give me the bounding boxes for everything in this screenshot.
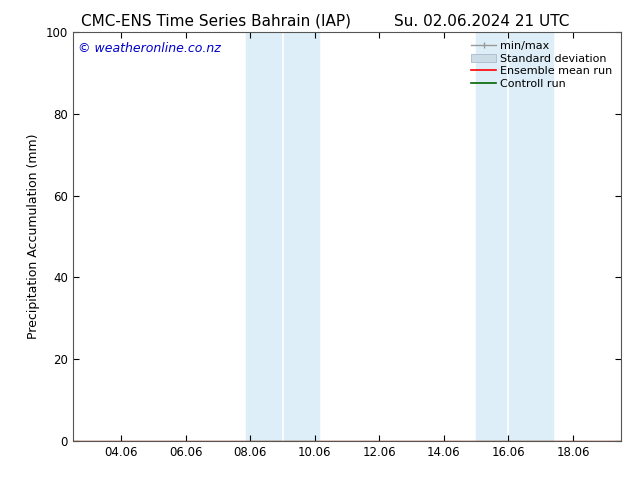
Text: CMC-ENS Time Series Bahrain (IAP): CMC-ENS Time Series Bahrain (IAP) xyxy=(81,14,351,29)
Y-axis label: Precipitation Accumulation (mm): Precipitation Accumulation (mm) xyxy=(27,134,40,339)
Legend: min/max, Standard deviation, Ensemble mean run, Controll run: min/max, Standard deviation, Ensemble me… xyxy=(468,37,616,93)
Text: Su. 02.06.2024 21 UTC: Su. 02.06.2024 21 UTC xyxy=(394,14,569,29)
Bar xyxy=(476,32,508,441)
Bar xyxy=(246,32,283,441)
Text: © weatheronline.co.nz: © weatheronline.co.nz xyxy=(79,42,221,55)
Bar xyxy=(283,32,319,441)
Bar xyxy=(508,32,553,441)
